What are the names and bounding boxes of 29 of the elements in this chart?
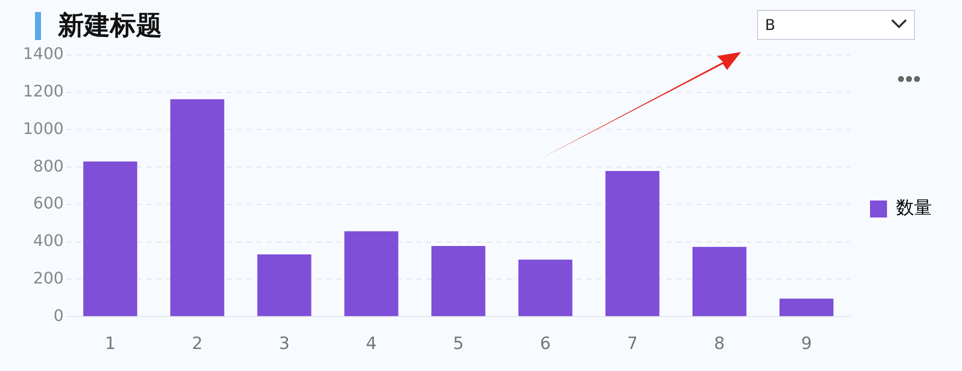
- x-tick-label: 6: [540, 334, 551, 354]
- y-tick-label: 800: [33, 156, 64, 176]
- y-tick-label: 1000: [23, 118, 64, 138]
- x-tick-label: 2: [192, 334, 203, 354]
- bar: [780, 298, 834, 316]
- bar: [605, 171, 660, 316]
- y-tick-label: 200: [33, 268, 64, 288]
- x-tick-label: 3: [278, 334, 290, 354]
- bar: [170, 99, 224, 316]
- y-tick-label: 1400: [23, 44, 64, 64]
- y-tick-label: 1200: [23, 82, 64, 101]
- bar: [518, 260, 572, 316]
- bar: [692, 246, 746, 316]
- x-tick-label: 4: [366, 334, 377, 354]
- bar: [257, 254, 312, 316]
- bar: [431, 246, 486, 316]
- x-tick-label: 7: [627, 334, 638, 354]
- x-tick-label: 1: [104, 334, 116, 354]
- y-tick-label: 400: [33, 231, 64, 250]
- x-tick-label: 9: [801, 334, 812, 354]
- y-tick-label: 600: [33, 194, 64, 213]
- bar: [344, 231, 398, 316]
- y-tick-label: 0: [54, 306, 64, 325]
- chart-title: 新建标题: [58, 10, 162, 43]
- x-tick-label: 5: [452, 334, 464, 354]
- dropdown: B: [757, 10, 915, 40]
- bar: [83, 162, 138, 316]
- x-tick-label: 8: [714, 334, 725, 354]
- legend-label: 数量: [896, 198, 932, 219]
